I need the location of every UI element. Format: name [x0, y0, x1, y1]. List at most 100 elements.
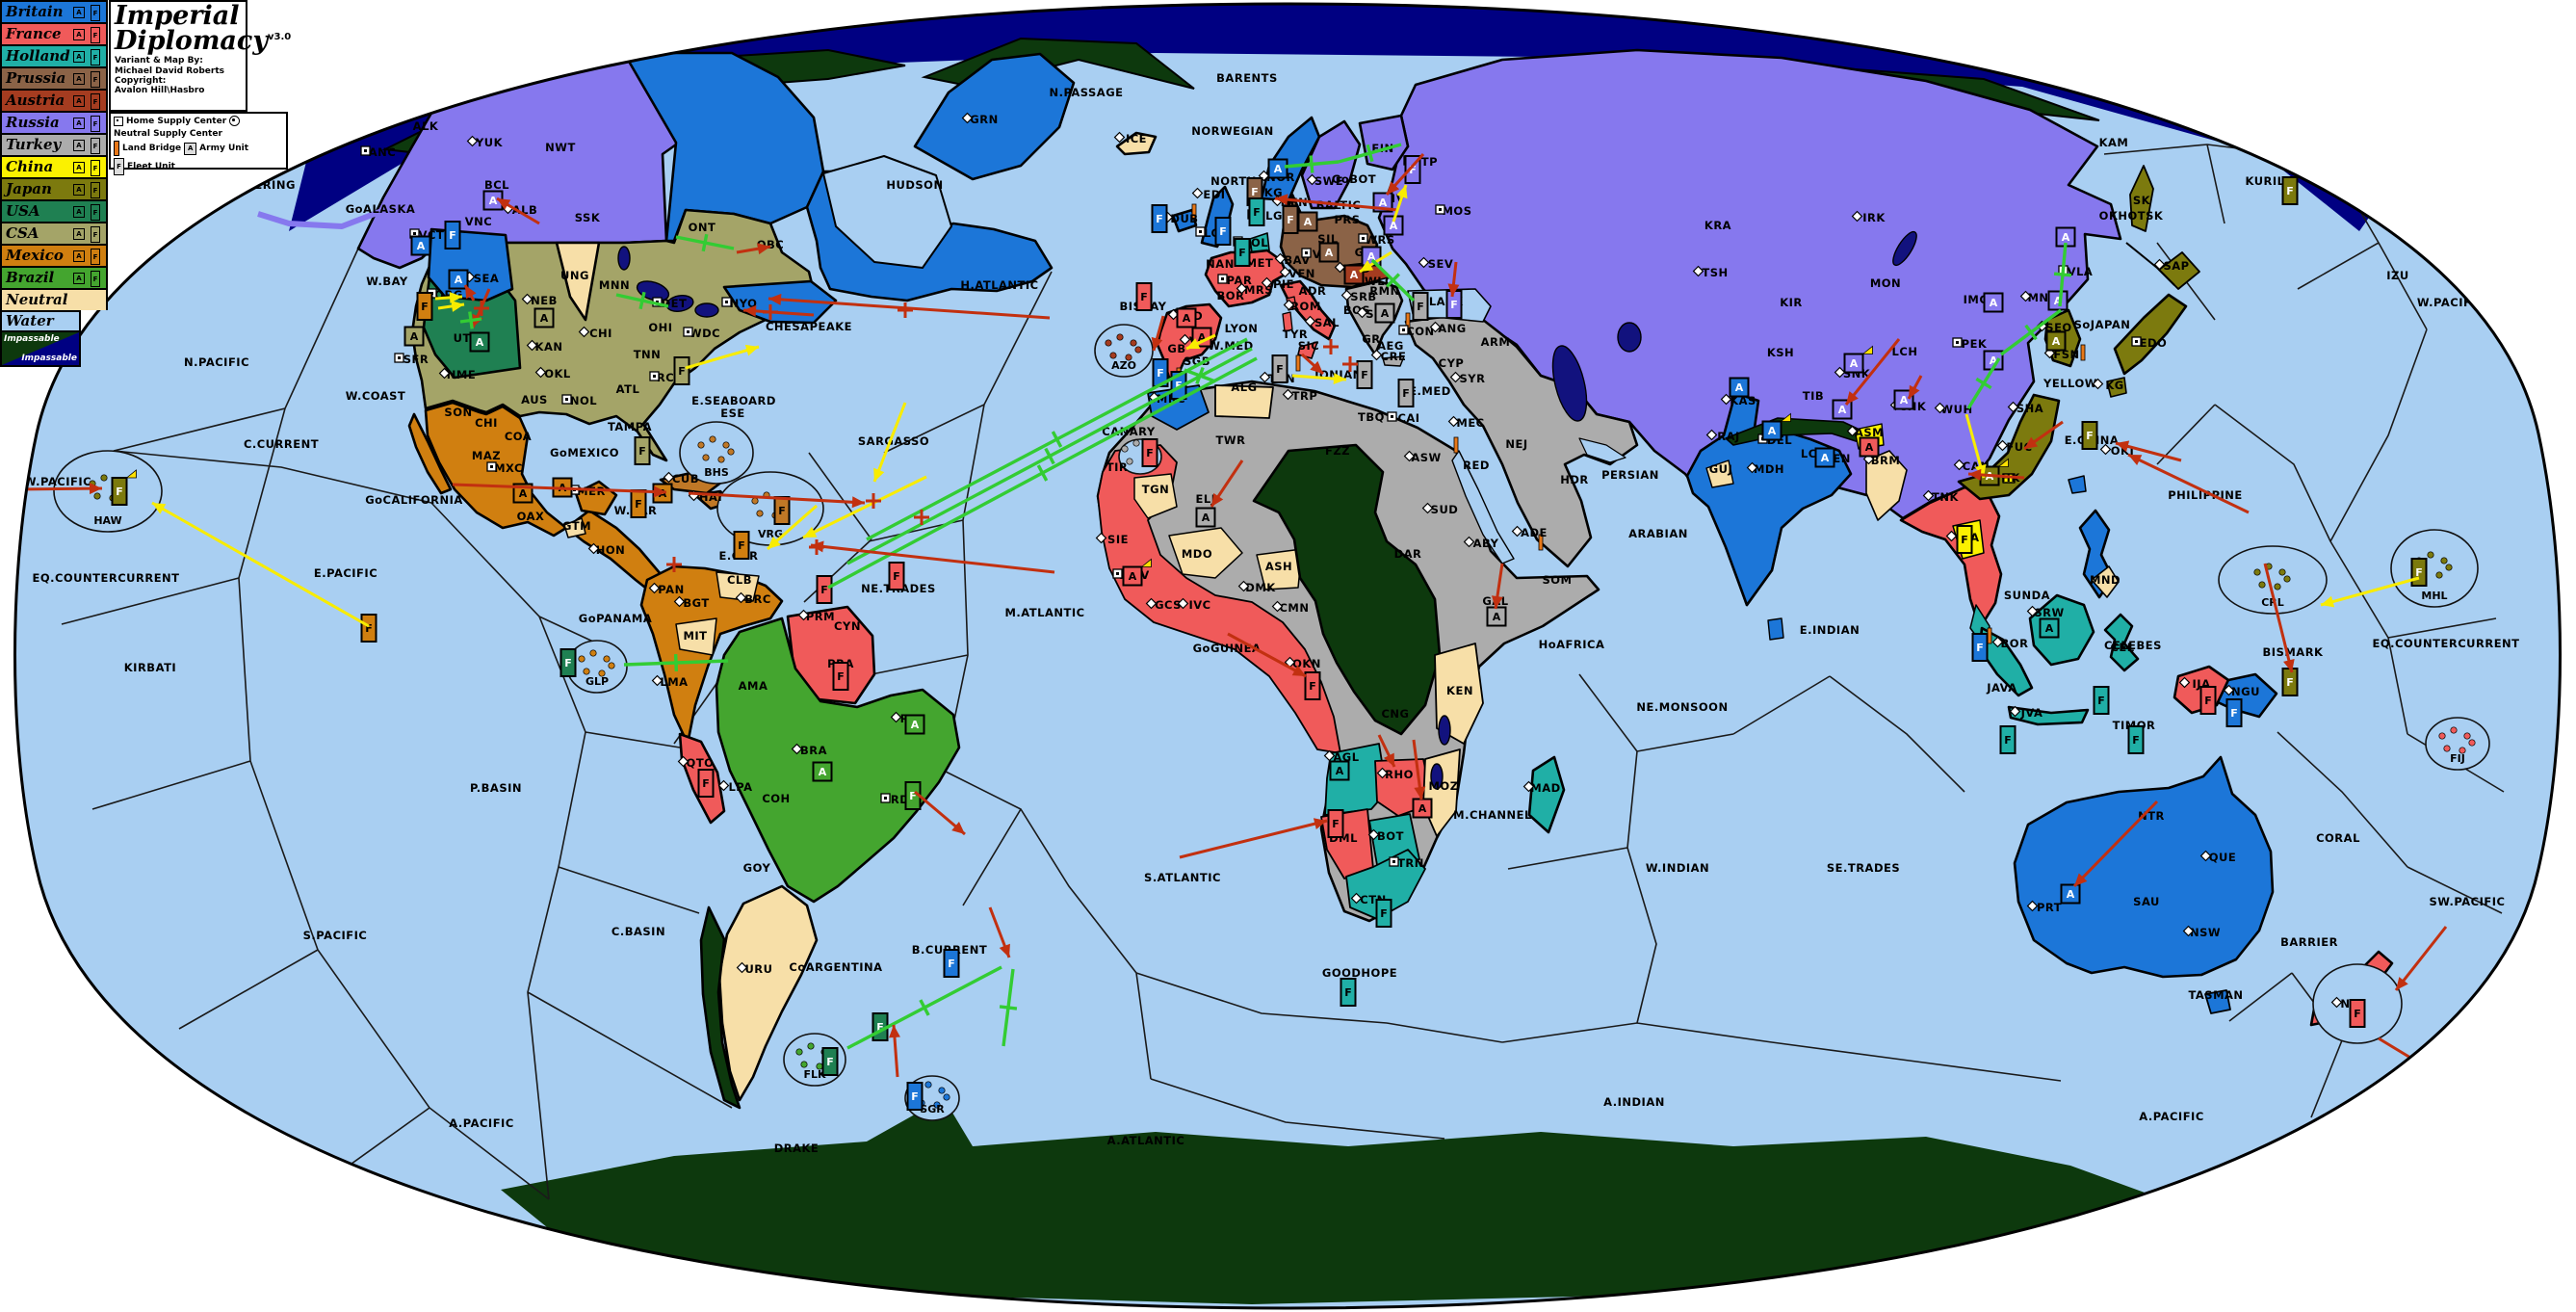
army-unit-usa[interactable]: A — [469, 331, 490, 353]
fleet-unit-csa[interactable]: F — [634, 436, 651, 465]
fleet-unit-britain[interactable]: F — [1214, 217, 1232, 246]
army-unit-britain[interactable]: A — [1729, 377, 1750, 398]
fleet-unit-mexico[interactable]: F — [416, 292, 433, 321]
legend-row-austria: Austria A F — [0, 89, 108, 111]
fleet-unit-csa[interactable]: F — [673, 356, 690, 385]
fleet-unit-japan[interactable]: F — [2081, 421, 2098, 450]
fleet-unit-holland[interactable]: F — [1234, 238, 1251, 267]
army-unit-france[interactable]: A — [1176, 307, 1197, 328]
fleet-unit-holland[interactable]: F — [2093, 686, 2110, 715]
fleet-unit-prussia[interactable]: F — [1282, 205, 1299, 234]
fleet-unit-france[interactable]: F — [2349, 999, 2366, 1028]
army-unit-france[interactable]: A — [1122, 558, 1152, 587]
army-unit-britain[interactable]: A — [1761, 412, 1791, 441]
island-GLP[interactable]: GLP — [566, 640, 628, 694]
army-unit-britain[interactable]: A — [410, 235, 431, 256]
fleet-unit-holland[interactable]: F — [1999, 725, 2017, 754]
fleet-unit-britain[interactable]: F — [2225, 698, 2243, 727]
fleet-unit-mexico[interactable]: F — [733, 531, 750, 560]
fleet-unit-britain[interactable]: F — [906, 1082, 924, 1111]
byline-label: Variant & Map By: — [115, 56, 203, 66]
army-unit-britain[interactable]: A — [1814, 447, 1835, 468]
island-FIJ[interactable]: FIJ — [2425, 717, 2490, 771]
army-unit-russia[interactable]: A — [2047, 290, 2069, 311]
fleet-unit-france[interactable]: F — [697, 769, 715, 798]
island-BHS[interactable]: BHS — [679, 421, 754, 485]
army-unit-russia[interactable]: A — [1983, 292, 2004, 313]
province-label-TBQ: TBQ — [1358, 410, 1385, 424]
island-AZO[interactable]: AZO — [1094, 324, 1154, 378]
province-middle-east — [1404, 314, 1639, 568]
fleet-unit-antilles[interactable]: F — [773, 496, 791, 525]
island-MHL[interactable]: MHL — [2390, 529, 2479, 608]
svg-text:A: A — [1900, 394, 1909, 407]
army-unit-holland[interactable]: A — [2039, 617, 2060, 639]
fleet-unit-china[interactable]: F — [1956, 525, 1973, 554]
fleet-unit-russia[interactable]: F — [1445, 290, 1463, 319]
army-unit-france[interactable]: A — [1412, 798, 1433, 819]
fleet-unit-france[interactable]: F — [1141, 438, 1158, 467]
fleet-unit-mexico[interactable]: F — [360, 614, 377, 643]
army-unit-britain[interactable]: A — [448, 269, 469, 290]
fleet-unit-france[interactable]: F — [888, 562, 905, 590]
fleet-unit-britain[interactable]: F — [1151, 204, 1168, 233]
fleet-unit-japan[interactable]: F — [2410, 558, 2428, 587]
army-unit-prussia[interactable]: A — [1297, 211, 1318, 232]
fleet-unit-france[interactable]: F — [2199, 686, 2217, 715]
fleet-unit-turkey[interactable]: F — [1356, 360, 1373, 389]
fleet-unit-mexico[interactable]: F — [630, 489, 647, 518]
fleet-unit-holland[interactable]: F — [2127, 725, 2145, 754]
fleet-unit-holland[interactable]: F — [1375, 899, 1392, 928]
svg-text:F: F — [365, 622, 373, 635]
landmasses[interactable] — [257, 48, 2394, 1110]
army-unit-brazil[interactable]: A — [904, 714, 925, 735]
fleet-unit-britain[interactable]: F — [1971, 633, 1989, 662]
army-unit-russia[interactable]: A — [1893, 389, 1914, 410]
army-unit-austria[interactable]: A — [1343, 264, 1365, 285]
fleet-unit-brazil[interactable]: F — [904, 781, 922, 810]
island-CRL[interactable]: CRL — [2218, 545, 2328, 615]
fleet-unit-holland[interactable]: F — [1248, 197, 1265, 226]
fleet-unit-france[interactable]: F — [816, 575, 833, 604]
army-unit-turkey[interactable]: A — [1195, 507, 1216, 528]
fleet-unit-usa[interactable]: F — [821, 1047, 839, 1076]
fleet-unit-britain[interactable]: F — [444, 221, 461, 249]
fleet-unit-usa[interactable]: F — [559, 648, 577, 677]
svg-text:A: A — [1336, 765, 1344, 777]
army-unit-holland[interactable]: A — [1329, 760, 1350, 781]
army-unit-turkey[interactable]: A — [1486, 606, 1507, 627]
fleet-unit-france[interactable]: F — [1135, 282, 1153, 311]
army-unit-russia[interactable]: A — [1843, 345, 1873, 374]
sea-label-SGB: SGB — [1184, 354, 1210, 368]
army-unit-prussia[interactable]: A — [1318, 242, 1340, 263]
fleet-unit-turkey[interactable]: F — [1412, 292, 1429, 321]
fleet-unit-france[interactable]: F — [832, 662, 849, 691]
island-HAW[interactable]: HAW — [53, 450, 163, 533]
army-unit-britain[interactable]: A — [1267, 158, 1288, 179]
fleet-unit-britain[interactable]: F — [943, 949, 960, 978]
army-unit-csa[interactable]: A — [533, 307, 555, 328]
fleet-unit-japan[interactable]: F — [2281, 176, 2299, 205]
army-unit-label: Army Unit — [199, 144, 249, 153]
fleet-unit-japan[interactable]: F — [2281, 668, 2299, 696]
army-unit-japan[interactable]: A — [2045, 330, 2067, 352]
army-unit-csa[interactable]: A — [403, 326, 425, 347]
army-unit-brazil[interactable]: A — [812, 761, 833, 782]
army-unit-russia[interactable]: A — [482, 190, 504, 211]
army-unit-france[interactable]: A — [1859, 436, 1880, 458]
supply-center — [1340, 289, 1353, 302]
fleet-icon: F — [91, 71, 100, 88]
army-unit-russia[interactable]: A — [1361, 246, 1382, 267]
fleet-unit-france[interactable]: F — [1327, 809, 1344, 838]
army-unit-russia[interactable]: A — [1383, 215, 1404, 236]
army-unit-russia[interactable]: A — [1983, 350, 2004, 371]
fleet-unit-turkey[interactable]: F — [1397, 379, 1415, 407]
fleet-unit-holland[interactable]: F — [1340, 978, 1357, 1007]
fleet-unit-turkey[interactable]: F — [1271, 354, 1288, 383]
fleet-unit-japan[interactable]: F — [111, 469, 137, 506]
fleet-unit-france[interactable]: F — [1304, 671, 1321, 700]
army-unit-britain[interactable]: A — [2060, 883, 2081, 905]
army-unit-turkey[interactable]: A — [1374, 302, 1395, 324]
fleet-unit-britain[interactable]: F — [1152, 358, 1169, 387]
